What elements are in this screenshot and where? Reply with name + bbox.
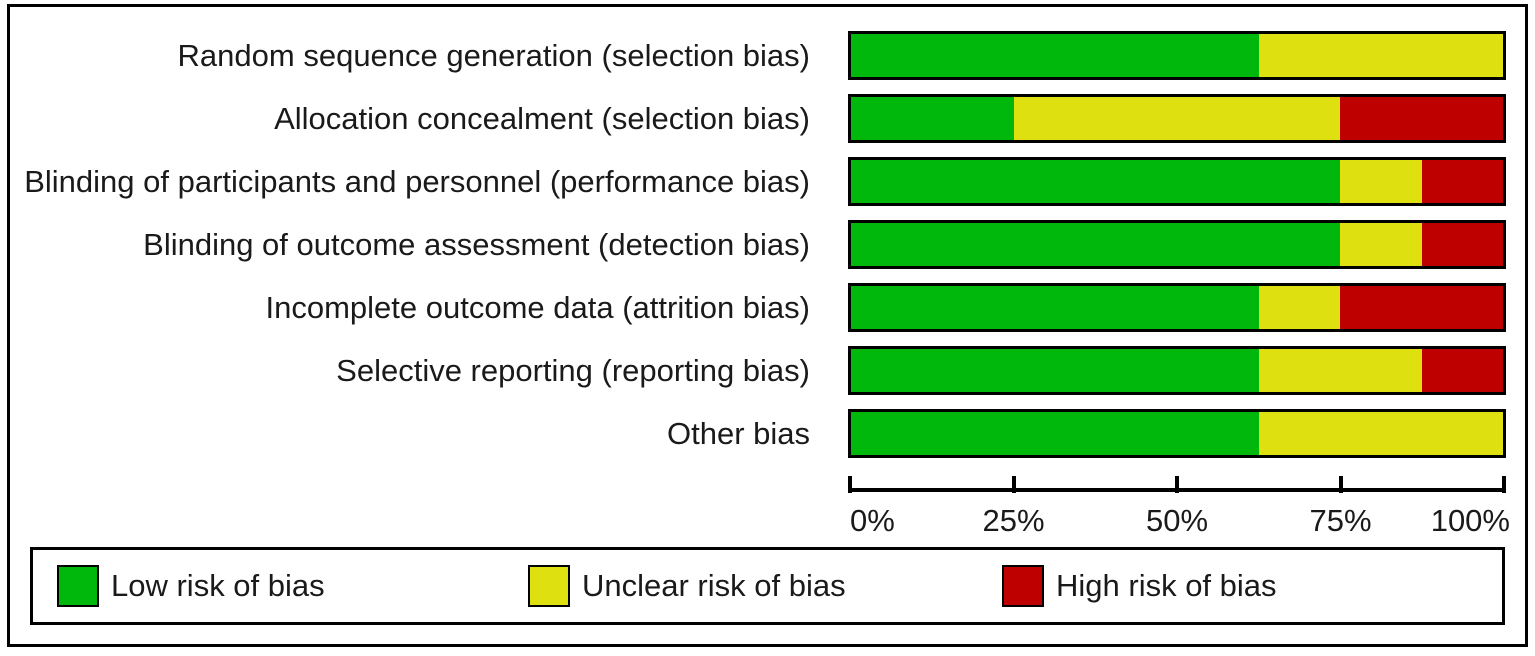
legend-swatch-unclear-risk-of-bias [528, 565, 570, 607]
axis-tick-75 [1338, 476, 1343, 493]
legend-item-unclear-risk-of-bias: Unclear risk of bias [528, 564, 846, 608]
legend: Low risk of bias Unclear risk of bias High… [30, 547, 1505, 625]
row-label-blinding-of-participants-and-personnel-performance-bias: Blinding of participants and personnel (… [24, 164, 810, 199]
stacked-bar-selective-reporting-reporting-bias [848, 346, 1506, 395]
segment-unclear-risk-of-bias [1340, 160, 1422, 203]
segment-low-risk-of-bias [851, 97, 1014, 140]
segment-low-risk-of-bias [851, 160, 1340, 203]
segment-low-risk-of-bias [851, 412, 1259, 455]
segment-high-risk-of-bias [1421, 223, 1503, 266]
stacked-bar-blinding-of-outcome-assessment-detection-bias [848, 220, 1506, 269]
segment-unclear-risk-of-bias [1258, 349, 1422, 392]
axis-tick-label-75: 75% [1309, 503, 1372, 538]
axis-tick-label-0: 0% [850, 503, 895, 538]
legend-swatch-low-risk-of-bias [57, 565, 99, 607]
legend-label-high-risk-of-bias: High risk of bias [1056, 568, 1277, 603]
legend-label-unclear-risk-of-bias: Unclear risk of bias [582, 568, 846, 603]
figure-frame: Random sequence generation (selection bi… [7, 4, 1528, 647]
row-label-allocation-concealment-selection-bias: Allocation concealment (selection bias) [274, 101, 810, 136]
axis-tick-0 [848, 476, 852, 493]
axis-tick-25 [1011, 476, 1016, 493]
row-label-random-sequence-generation-selection-bias: Random sequence generation (selection bi… [177, 38, 810, 73]
stacked-bar-allocation-concealment-selection-bias [848, 94, 1506, 143]
legend-item-low-risk-of-bias: Low risk of bias [57, 564, 325, 608]
segment-low-risk-of-bias [851, 286, 1259, 329]
segment-high-risk-of-bias [1340, 97, 1503, 140]
segment-high-risk-of-bias [1421, 160, 1503, 203]
stacked-bar-incomplete-outcome-data-attrition-bias [848, 283, 1506, 332]
segment-low-risk-of-bias [851, 223, 1340, 266]
axis-tick-100 [1502, 476, 1506, 493]
axis-tick-label-50: 50% [1145, 503, 1209, 538]
segment-unclear-risk-of-bias [1014, 97, 1340, 140]
row-label-blinding-of-outcome-assessment-detection-bias: Blinding of outcome assessment (detectio… [143, 227, 810, 262]
stacked-bar-blinding-of-participants-and-personnel-performance-bias [848, 157, 1506, 206]
row-label-other-bias: Other bias [666, 416, 810, 451]
segment-unclear-risk-of-bias [1258, 34, 1503, 77]
segment-unclear-risk-of-bias [1258, 286, 1340, 329]
axis-tick-50 [1175, 476, 1179, 493]
row-label-selective-reporting-reporting-bias: Selective reporting (reporting bias) [336, 353, 810, 388]
axis-tick-label-100: 100% [1430, 503, 1510, 538]
segment-unclear-risk-of-bias [1340, 223, 1422, 266]
segment-low-risk-of-bias [851, 349, 1259, 392]
axis-tick-label-25: 25% [982, 503, 1045, 538]
segment-high-risk-of-bias [1421, 349, 1503, 392]
legend-label-low-risk-of-bias: Low risk of bias [111, 568, 325, 603]
stacked-bar-random-sequence-generation-selection-bias [848, 31, 1506, 80]
segment-low-risk-of-bias [851, 34, 1259, 77]
row-label-incomplete-outcome-data-attrition-bias: Incomplete outcome data (attrition bias) [265, 290, 811, 325]
legend-swatch-high-risk-of-bias [1002, 565, 1044, 607]
segment-high-risk-of-bias [1340, 286, 1503, 329]
legend-item-high-risk-of-bias: High risk of bias [1002, 564, 1277, 608]
segment-unclear-risk-of-bias [1258, 412, 1503, 455]
stacked-bar-other-bias [848, 409, 1506, 458]
